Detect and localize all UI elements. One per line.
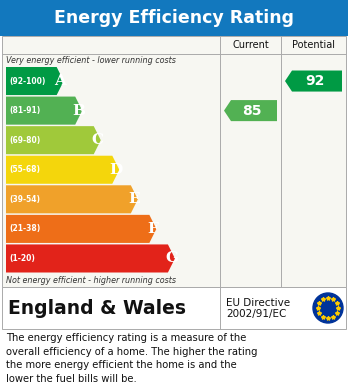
- Text: 85: 85: [242, 104, 261, 118]
- Text: E: E: [128, 192, 140, 206]
- Polygon shape: [6, 97, 82, 125]
- Text: Current: Current: [232, 40, 269, 50]
- Polygon shape: [6, 185, 138, 213]
- Text: Energy Efficiency Rating: Energy Efficiency Rating: [54, 9, 294, 27]
- Bar: [2, 287, 346, 329]
- Text: England & Wales: England & Wales: [8, 298, 186, 317]
- Bar: [0, 0, 348, 36]
- Text: (39-54): (39-54): [9, 195, 40, 204]
- Text: EU Directive: EU Directive: [226, 298, 290, 308]
- Text: G: G: [165, 251, 178, 265]
- Polygon shape: [224, 100, 277, 121]
- Text: (69-80): (69-80): [9, 136, 40, 145]
- Circle shape: [313, 293, 343, 323]
- Text: F: F: [148, 222, 158, 236]
- Text: C: C: [91, 133, 103, 147]
- Text: B: B: [72, 104, 85, 118]
- Bar: [2, 36, 346, 287]
- Polygon shape: [6, 215, 156, 243]
- Polygon shape: [6, 244, 175, 273]
- Text: (55-68): (55-68): [9, 165, 40, 174]
- Text: Potential: Potential: [292, 40, 335, 50]
- Text: (81-91): (81-91): [9, 106, 40, 115]
- Text: D: D: [109, 163, 122, 177]
- Polygon shape: [6, 67, 64, 95]
- Text: 92: 92: [305, 74, 324, 88]
- Text: 2002/91/EC: 2002/91/EC: [226, 309, 286, 319]
- Text: Not energy efficient - higher running costs: Not energy efficient - higher running co…: [6, 276, 176, 285]
- Polygon shape: [6, 126, 101, 154]
- Text: (21-38): (21-38): [9, 224, 40, 233]
- Polygon shape: [285, 70, 342, 91]
- Text: The energy efficiency rating is a measure of the
overall efficiency of a home. T: The energy efficiency rating is a measur…: [6, 333, 258, 384]
- Text: Very energy efficient - lower running costs: Very energy efficient - lower running co…: [6, 56, 176, 65]
- Polygon shape: [6, 156, 119, 184]
- Text: (92-100): (92-100): [9, 77, 45, 86]
- Text: A: A: [54, 74, 66, 88]
- Text: (1-20): (1-20): [9, 254, 35, 263]
